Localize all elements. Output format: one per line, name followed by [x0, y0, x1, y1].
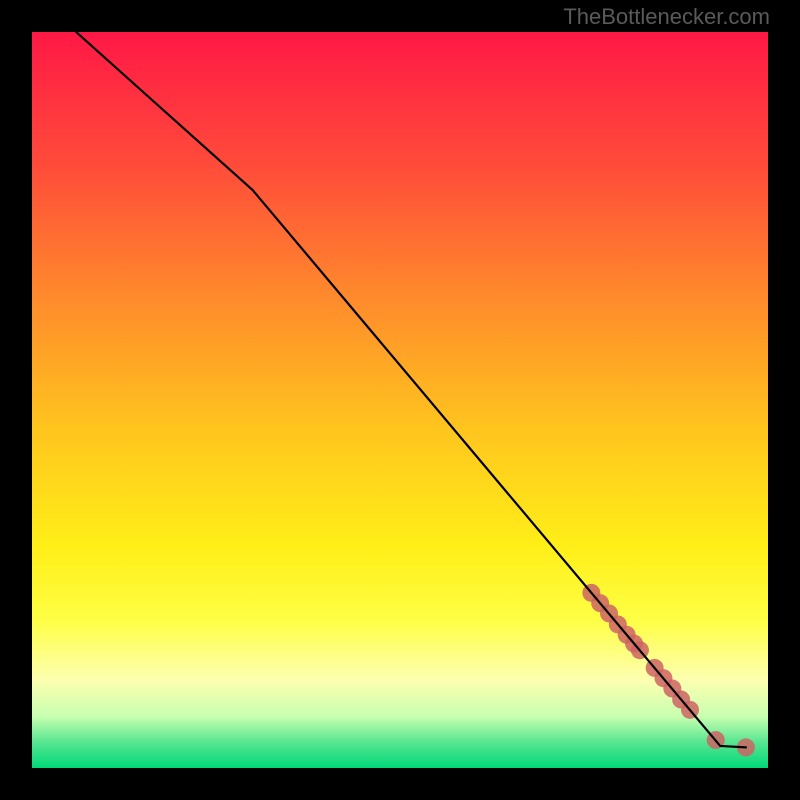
chart-background: [32, 32, 768, 768]
chart-plot-area: [32, 32, 768, 768]
watermark-text: TheBottlenecker.com: [563, 4, 770, 30]
chart-svg: [32, 32, 768, 768]
